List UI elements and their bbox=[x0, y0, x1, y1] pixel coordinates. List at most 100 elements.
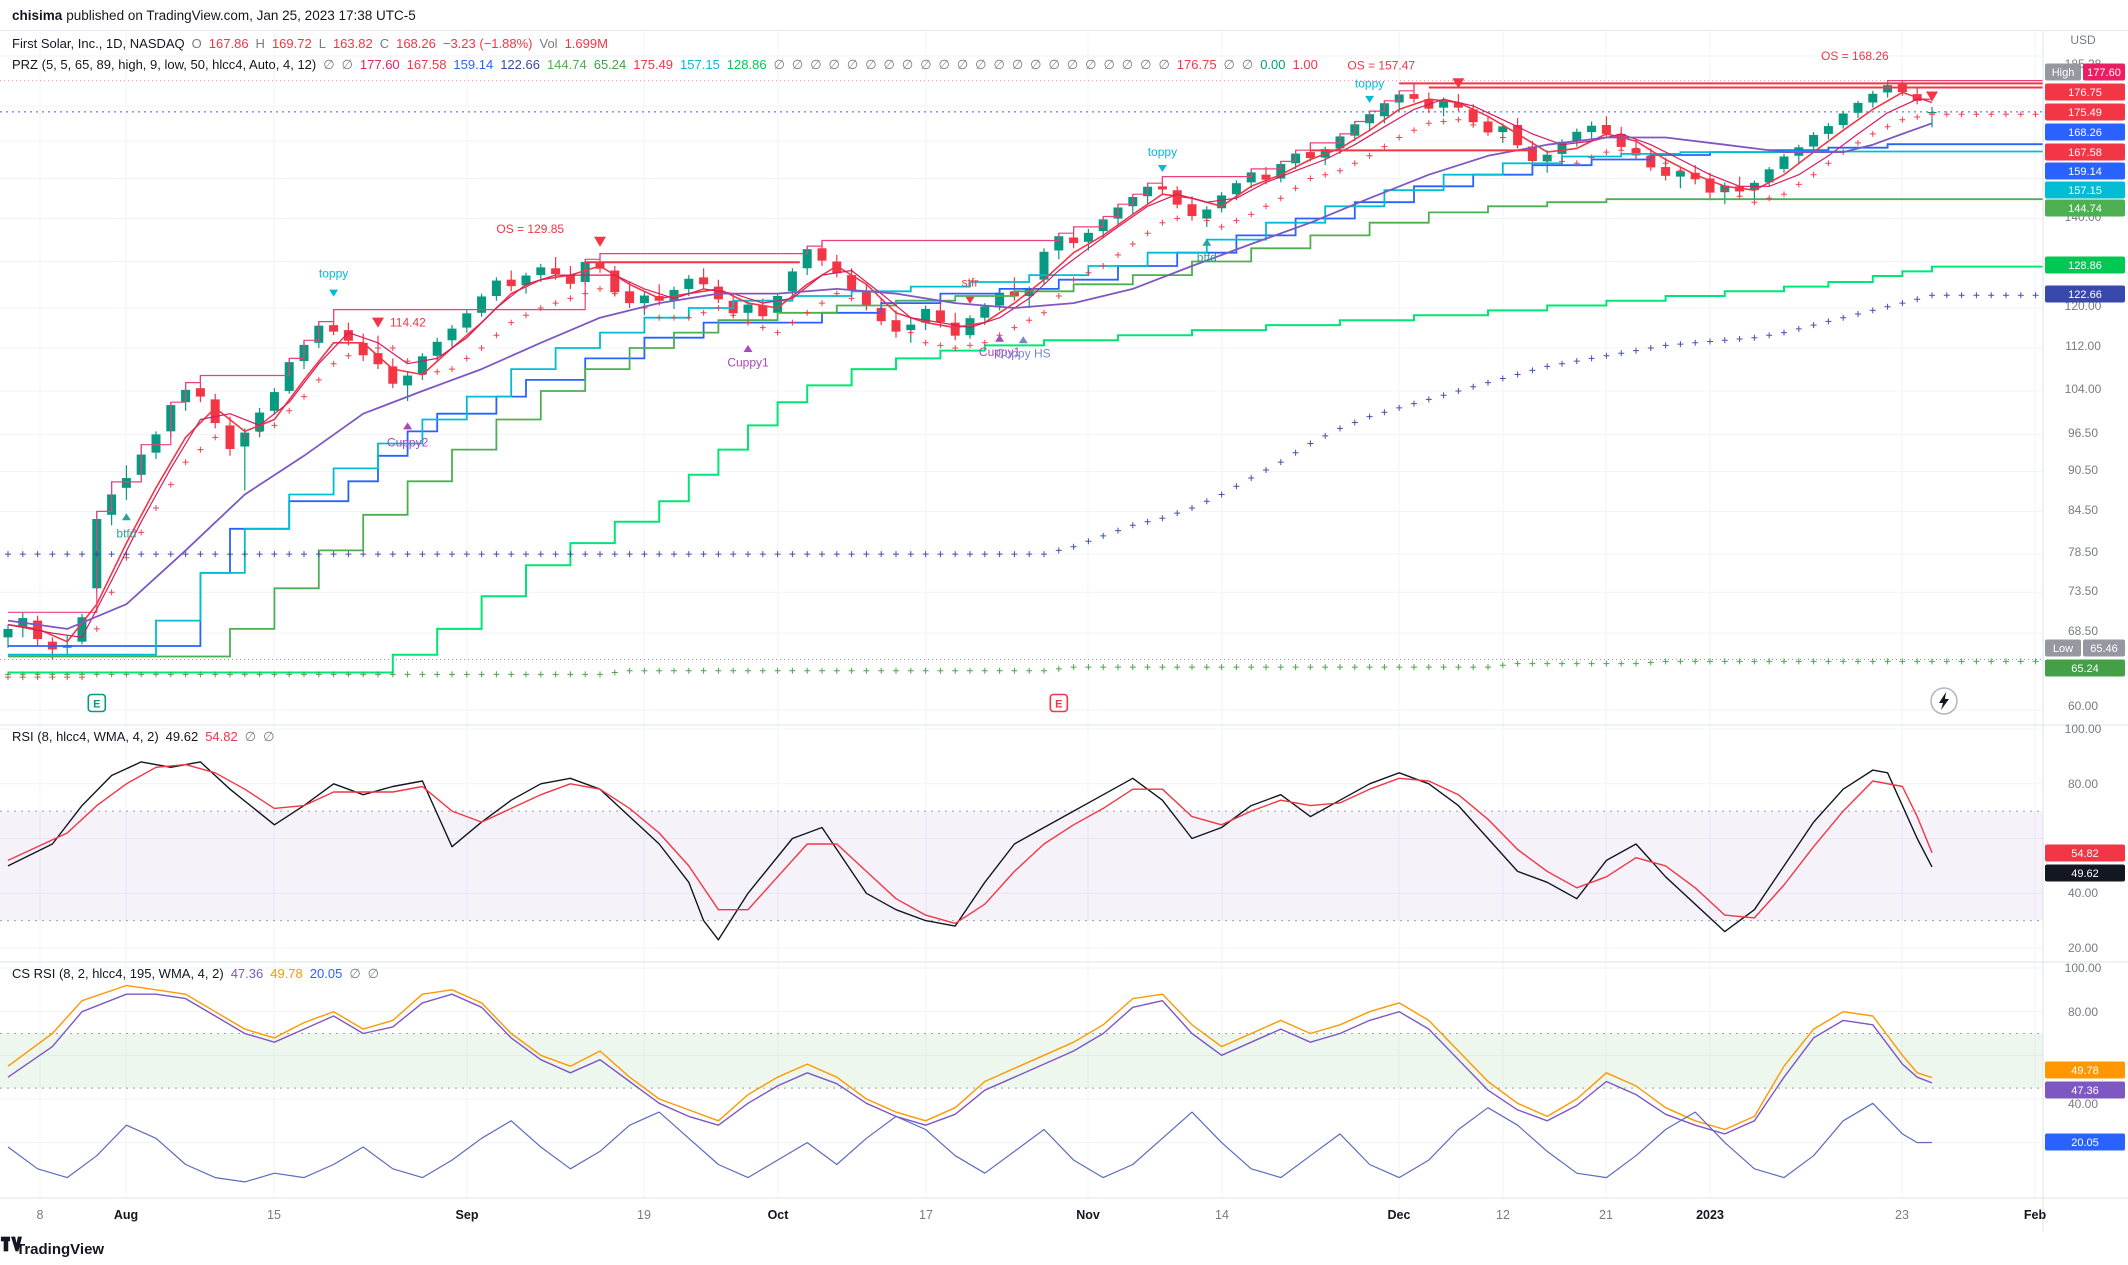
axis-label: 20.05 bbox=[2071, 1137, 2099, 1149]
time-label: 2023 bbox=[1696, 1208, 1724, 1222]
legend-prz-item: 65.24 bbox=[593, 57, 627, 72]
triangle-up-icon bbox=[1202, 238, 1212, 246]
legend-prz-item: 176.75 bbox=[1176, 57, 1217, 72]
axis-label: 65.24 bbox=[2071, 663, 2099, 675]
time-label: 17 bbox=[919, 1208, 933, 1222]
markers-layer: toppytoppytoppystfrbtfdbtfdCuppy2Cuppy1C… bbox=[116, 49, 1938, 540]
os-arrow-down-icon bbox=[1452, 78, 1465, 89]
legend-rsi-item: 54.82 bbox=[205, 729, 238, 744]
prz-indigo-cross-line bbox=[5, 292, 2039, 558]
rsi-band bbox=[0, 811, 2043, 921]
tradingview-brand-text[interactable]: TradingView bbox=[16, 1240, 105, 1258]
time-scale[interactable] bbox=[0, 1198, 2043, 1232]
time-label: Nov bbox=[1076, 1208, 1100, 1222]
rsi-pane[interactable] bbox=[7, 761, 1933, 941]
cs-rsi-purple bbox=[7, 993, 1933, 1135]
time-label: 21 bbox=[1599, 1208, 1613, 1222]
legend-prz-item: 128.86 bbox=[726, 57, 767, 72]
legend-prz-item: PRZ (5, 5, 65, 89, high, 9, low, 50, hlc… bbox=[12, 57, 317, 72]
marker-label: toppy bbox=[319, 266, 348, 280]
legend-prz-item: 157.15 bbox=[680, 57, 720, 72]
time-label: 14 bbox=[1215, 1208, 1229, 1222]
triangle-up-icon bbox=[403, 422, 413, 430]
footer-bar: TradingView bbox=[0, 1233, 2128, 1265]
main-pane[interactable]: toppytoppytoppystfrbtfdbtfdCuppy2Cuppy1C… bbox=[0, 49, 2043, 715]
marker-label: btfd bbox=[1197, 251, 1217, 265]
time-label: 12 bbox=[1496, 1208, 1510, 1222]
os-note-label: OS = 157.47 bbox=[1347, 59, 1415, 73]
legend-prz-item: ∅ bbox=[993, 57, 1005, 72]
axis-label: 100.00 bbox=[2065, 961, 2102, 975]
axis-label: 49.78 bbox=[2071, 1065, 2099, 1077]
legend-prz-item: ∅ bbox=[1121, 57, 1134, 72]
axis-badge bbox=[2045, 162, 2125, 180]
legend-csrsi-item: 47.36 bbox=[230, 966, 264, 981]
marker-label: toppy bbox=[1148, 145, 1177, 159]
axis-label: 20.00 bbox=[2068, 941, 2098, 955]
legend-prz-item: ∅ bbox=[810, 57, 822, 72]
axis-badge bbox=[2045, 199, 2125, 217]
axis-label: Low bbox=[2053, 643, 2073, 655]
time-label: Dec bbox=[1388, 1208, 1411, 1222]
time-label: Feb bbox=[2024, 1208, 2047, 1222]
axis-label: 60.00 bbox=[2068, 699, 2098, 713]
marker-label: Cuppy2 bbox=[387, 436, 429, 450]
legend-rsi-item: 49.62 bbox=[165, 729, 199, 744]
os-value-label: 114.42 bbox=[390, 316, 426, 330]
marker-label: Cuppy1 bbox=[727, 355, 769, 369]
axis-badge bbox=[2045, 83, 2125, 101]
axis-label: 84.50 bbox=[2068, 503, 2098, 517]
legend-prz-item: ∅ bbox=[846, 57, 859, 72]
earnings-marker[interactable] bbox=[87, 693, 107, 713]
axis-label: 80.00 bbox=[2068, 1005, 2098, 1019]
legend-symbol-item: 169.72 bbox=[271, 36, 312, 51]
prz-stop-cross-line bbox=[5, 111, 2039, 681]
marker-label: Cuppy HS bbox=[996, 346, 1051, 360]
legend-prz-item: ∅ bbox=[828, 57, 840, 72]
csrsi-band bbox=[0, 1033, 2043, 1089]
legend-rsi-row[interactable]: RSI (8, hlcc4, WMA, 4, 2) 49.62 54.82 ∅ ∅ bbox=[12, 729, 281, 745]
legend-symbol-item: 167.86 bbox=[208, 36, 249, 51]
legend-prz-item: ∅ bbox=[901, 57, 914, 72]
lightning-icon[interactable] bbox=[1939, 692, 1949, 710]
legend-prz-item: ∅ bbox=[956, 57, 969, 72]
time-label: Sep bbox=[456, 1208, 479, 1222]
legend-csrsi-row[interactable]: CS RSI (8, 2, hlcc4, 195, WMA, 4, 2) 47.3… bbox=[12, 966, 386, 982]
cs-rsi-blue bbox=[7, 1102, 1933, 1183]
legend-prz-item: 167.58 bbox=[406, 57, 447, 72]
legend-prz-item: 144.74 bbox=[546, 57, 587, 72]
axis-badge bbox=[2045, 123, 2125, 141]
indicator-lines-layer bbox=[5, 80, 2043, 681]
axis-badge bbox=[2045, 659, 2125, 677]
csrsi-pane[interactable] bbox=[7, 984, 1933, 1183]
earnings-marker[interactable] bbox=[1049, 693, 1069, 713]
legend-prz-row[interactable]: PRZ (5, 5, 65, 89, high, 9, low, 50, hlc… bbox=[12, 57, 1325, 73]
axis-badge bbox=[2045, 181, 2125, 199]
marker-label: Cuppy1 bbox=[979, 345, 1021, 359]
legend-rsi-item: RSI (8, hlcc4, WMA, 4, 2) bbox=[12, 729, 159, 744]
axis-badge bbox=[2045, 103, 2125, 121]
os-arrow-down-icon bbox=[372, 317, 384, 328]
earnings-letter: E bbox=[93, 699, 100, 711]
legend-symbol-row[interactable]: First Solar, Inc., 1D, NASDAQ O 167.86 H 169… bbox=[12, 36, 615, 51]
marker-label: btfd bbox=[116, 526, 136, 540]
price-scale[interactable] bbox=[2043, 30, 2128, 1198]
legend-prz-item: 159.14 bbox=[453, 57, 494, 72]
ma-slow-purple bbox=[7, 122, 1933, 630]
axis-badge bbox=[2045, 285, 2125, 303]
axis-badge bbox=[2045, 1081, 2125, 1099]
time-label: 23 bbox=[1895, 1208, 1909, 1222]
legend-prz-item: ∅ bbox=[1158, 57, 1170, 72]
legend-csrsi-item: ∅ bbox=[367, 966, 379, 981]
legend-symbol-item: 163.82 bbox=[332, 36, 373, 51]
axis-label: 176.75 bbox=[2068, 87, 2102, 99]
tradingview-logo-icon[interactable] bbox=[0, 1233, 22, 1255]
legend-prz-item: ∅ bbox=[773, 57, 785, 72]
triangle-down-icon bbox=[1157, 164, 1167, 172]
publisher-name: chisima bbox=[12, 7, 63, 23]
axis-label: 175.49 bbox=[2068, 107, 2102, 119]
prz-high-line bbox=[8, 80, 2043, 613]
axis-badge bbox=[2045, 1061, 2125, 1079]
